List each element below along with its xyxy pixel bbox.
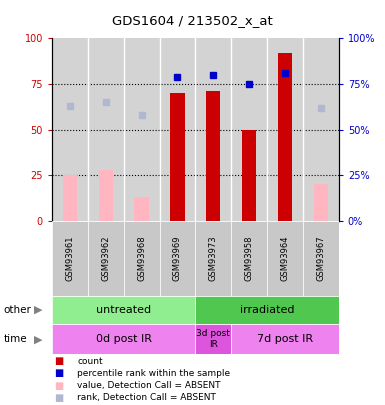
Bar bbox=[195, 324, 231, 354]
Bar bbox=[63, 175, 77, 221]
Bar bbox=[159, 221, 196, 296]
Bar bbox=[170, 93, 185, 221]
Bar bbox=[278, 53, 292, 221]
Bar bbox=[99, 170, 113, 221]
Bar bbox=[52, 221, 88, 296]
Bar bbox=[231, 221, 267, 296]
Bar bbox=[52, 296, 195, 324]
Text: ▶: ▶ bbox=[33, 334, 42, 344]
Text: time: time bbox=[4, 334, 27, 344]
Text: GDS1604 / 213502_x_at: GDS1604 / 213502_x_at bbox=[112, 14, 273, 27]
Text: untreated: untreated bbox=[96, 305, 151, 315]
Bar bbox=[314, 184, 328, 221]
Text: ■: ■ bbox=[54, 369, 63, 378]
Bar bbox=[195, 221, 231, 296]
Text: GSM93968: GSM93968 bbox=[137, 235, 146, 281]
Text: GSM93964: GSM93964 bbox=[281, 235, 290, 281]
Text: count: count bbox=[77, 357, 103, 366]
Text: 7d post IR: 7d post IR bbox=[257, 334, 313, 344]
Bar bbox=[124, 221, 159, 296]
Text: 0d post IR: 0d post IR bbox=[96, 334, 152, 344]
Bar bbox=[88, 221, 124, 296]
Bar bbox=[242, 130, 256, 221]
Bar bbox=[195, 296, 339, 324]
Bar bbox=[52, 324, 195, 354]
Bar bbox=[231, 324, 339, 354]
Text: ■: ■ bbox=[54, 393, 63, 403]
Text: other: other bbox=[4, 305, 32, 315]
Text: GSM93962: GSM93962 bbox=[101, 235, 110, 281]
Bar bbox=[206, 92, 221, 221]
Text: value, Detection Call = ABSENT: value, Detection Call = ABSENT bbox=[77, 381, 221, 390]
Text: ▶: ▶ bbox=[33, 305, 42, 315]
Text: ■: ■ bbox=[54, 356, 63, 366]
Text: 3d post
IR: 3d post IR bbox=[196, 330, 230, 349]
Bar bbox=[134, 197, 149, 221]
Text: GSM93961: GSM93961 bbox=[65, 235, 74, 281]
Text: GSM93973: GSM93973 bbox=[209, 235, 218, 281]
Text: rank, Detection Call = ABSENT: rank, Detection Call = ABSENT bbox=[77, 393, 216, 402]
Text: irradiated: irradiated bbox=[240, 305, 295, 315]
Text: GSM93967: GSM93967 bbox=[316, 235, 325, 281]
Text: GSM93958: GSM93958 bbox=[244, 235, 254, 281]
Text: percentile rank within the sample: percentile rank within the sample bbox=[77, 369, 230, 378]
Bar bbox=[267, 221, 303, 296]
Bar bbox=[303, 221, 339, 296]
Text: ■: ■ bbox=[54, 381, 63, 390]
Text: GSM93969: GSM93969 bbox=[173, 235, 182, 281]
